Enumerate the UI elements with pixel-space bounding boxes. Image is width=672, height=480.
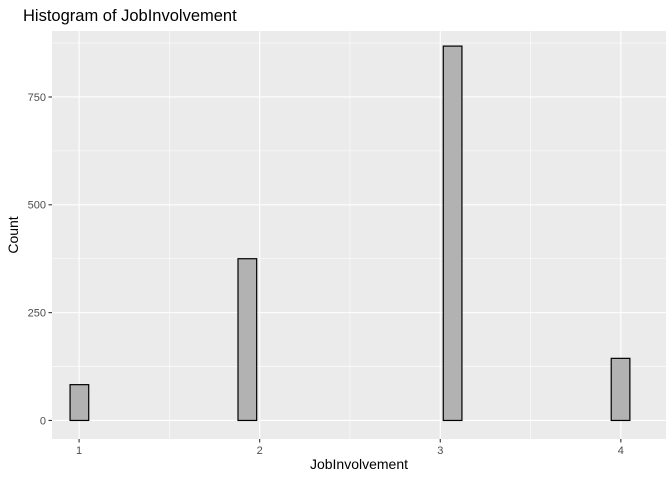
minor-gridlines <box>52 31 666 439</box>
histogram-bars <box>69 45 631 422</box>
y-tick-label: 750 <box>28 92 46 104</box>
major-gridlines <box>52 31 666 439</box>
y-axis: 0 250 500 750 <box>28 92 52 427</box>
histogram-bar <box>69 384 90 422</box>
histogram-bar <box>610 357 631 422</box>
x-tick-label: 3 <box>437 445 443 457</box>
x-tick-label: 4 <box>618 445 624 457</box>
chart-title: Histogram of JobInvolvement <box>23 7 237 25</box>
y-tick-label: 250 <box>28 307 46 319</box>
x-axis-label: JobInvolvement <box>310 456 408 472</box>
x-axis: 1 2 3 4 <box>76 439 624 457</box>
plot-panel <box>52 31 666 439</box>
histogram-bar <box>237 258 258 422</box>
histogram-bar <box>442 45 463 422</box>
x-tick-label: 1 <box>76 445 82 457</box>
y-tick-label: 500 <box>28 200 46 212</box>
x-tick-label: 2 <box>257 445 263 457</box>
y-axis-label: Count <box>5 216 21 253</box>
y-tick-label: 0 <box>40 415 46 427</box>
